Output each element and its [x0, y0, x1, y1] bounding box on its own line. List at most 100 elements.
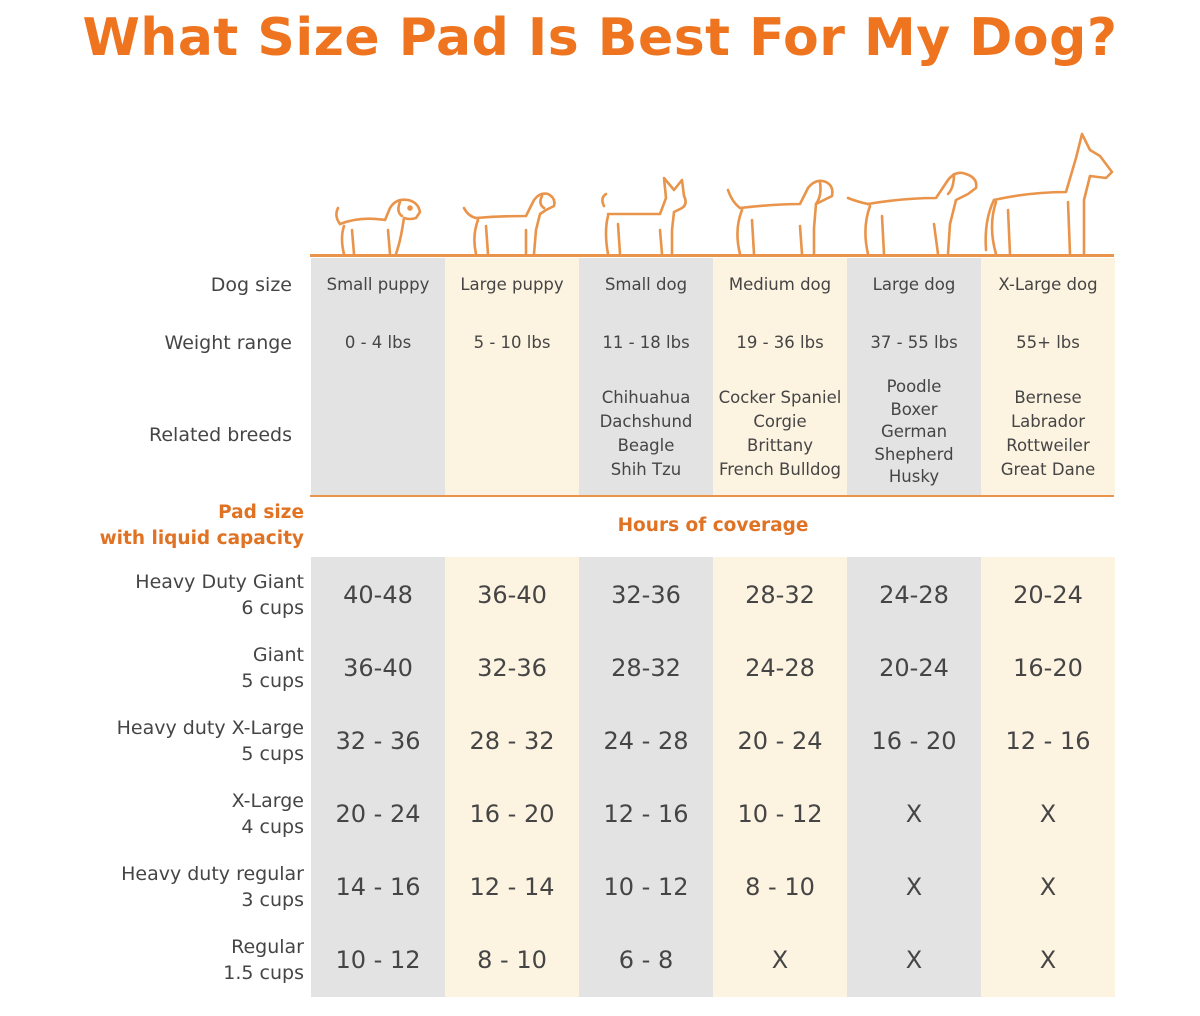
- pad-size-header-line1: Pad size: [218, 502, 304, 523]
- hours-cell: 12 - 16: [603, 800, 689, 828]
- hours-cell: 16-20: [1013, 654, 1083, 682]
- hours-cell: X: [1039, 800, 1057, 828]
- pad-label-heavy-duty-x-large: Heavy duty X-Large 5 cups: [117, 715, 304, 767]
- hours-cell: 14 - 16: [335, 873, 421, 901]
- breed: Chihuahua: [601, 388, 691, 407]
- breed: Shepherd: [874, 444, 954, 464]
- hours-cell: 36-40: [477, 581, 547, 609]
- hours-cell: X: [771, 946, 789, 974]
- breed: Corgie: [753, 412, 807, 431]
- pad-name: X-Large: [231, 790, 304, 812]
- pad-capacity: 1.5 cups: [223, 962, 304, 984]
- hours-cell: 12 - 14: [469, 873, 555, 901]
- medium-dog-icon: [726, 179, 834, 256]
- breed: Rottweiler: [1006, 436, 1090, 455]
- hours-cell: 10 - 12: [737, 800, 823, 828]
- breed: German: [880, 422, 948, 441]
- large-dog-icon: [846, 171, 978, 256]
- hours-cell: 24-28: [745, 654, 815, 682]
- dog-size: Small puppy: [326, 275, 430, 294]
- hours-of-coverage-header: Hours of coverage: [617, 515, 809, 536]
- breed: Poodle: [886, 377, 942, 396]
- hours-cell: 32-36: [611, 581, 681, 609]
- hours-cell: 28-32: [611, 654, 681, 682]
- column-small-dog-hours: [579, 557, 713, 997]
- dog-illustrations: [310, 120, 1114, 258]
- hours-cell: 20 - 24: [335, 800, 421, 828]
- hours-cell: 24 - 28: [603, 727, 689, 755]
- hours-cell: X: [905, 800, 923, 828]
- ground-line: [310, 254, 1114, 257]
- hours-cell: 8 - 10: [477, 946, 547, 974]
- row-label-dog-size: Dog size: [210, 274, 292, 296]
- pad-capacity: 6 cups: [241, 597, 304, 619]
- breed: Dachshund: [599, 412, 693, 431]
- dog-size: X-Large dog: [998, 275, 1098, 294]
- hours-cell: 40-48: [343, 581, 413, 609]
- dog-size: Large dog: [872, 275, 956, 294]
- column-small-puppy: [311, 258, 445, 495]
- hours-cell: X: [905, 946, 923, 974]
- breed: Labrador: [1010, 412, 1086, 431]
- small-dog-icon: [601, 176, 687, 256]
- pad-name: Regular: [231, 936, 304, 958]
- hours-cell: 20-24: [879, 654, 949, 682]
- column-medium-dog-hours: [713, 557, 847, 997]
- pad-capacity: 3 cups: [241, 889, 304, 911]
- pad-name: Heavy duty X-Large: [116, 717, 304, 739]
- breed: Bernese: [1014, 388, 1082, 407]
- breed: Boxer: [890, 399, 938, 419]
- hours-cell: 32-36: [477, 654, 547, 682]
- pad-capacity: 4 cups: [241, 816, 304, 838]
- hours-cell: 8 - 10: [745, 873, 815, 901]
- row-label-weight-range: Weight range: [164, 332, 292, 354]
- breed-list-x-large-dog: Bernese Labrador Rottweiler Great Dane: [981, 386, 1115, 482]
- breed: Great Dane: [1000, 460, 1096, 479]
- weight-range: 5 - 10 lbs: [473, 333, 551, 352]
- x-large-dog-icon: [984, 132, 1114, 256]
- hours-cell: 10 - 12: [335, 946, 421, 974]
- pad-name: Heavy Duty Giant: [135, 571, 304, 593]
- row-label-related-breeds: Related breeds: [149, 424, 292, 446]
- column-large-dog: [847, 258, 981, 495]
- breed: Brittany: [747, 436, 813, 455]
- breed-list-small-dog: Chihuahua Dachshund Beagle Shih Tzu: [579, 386, 713, 482]
- column-x-large-dog: [981, 258, 1115, 495]
- weight-range: 19 - 36 lbs: [736, 333, 824, 352]
- dog-size: Small dog: [604, 275, 688, 294]
- dog-size: Large puppy: [460, 275, 564, 294]
- hours-cell: 20 - 24: [737, 727, 823, 755]
- pad-size-header-line2: with liquid capacity: [99, 528, 304, 549]
- dog-size: Medium dog: [728, 275, 832, 294]
- large-puppy-icon: [462, 192, 556, 256]
- breed-list-large-dog: Poodle Boxer German Shepherd Husky: [847, 376, 981, 489]
- pad-name: Heavy duty regular: [121, 863, 304, 885]
- pad-label-heavy-duty-regular: Heavy duty regular 3 cups: [121, 861, 304, 913]
- section-divider: [310, 495, 1114, 497]
- hours-cell: 6 - 8: [618, 946, 674, 974]
- pad-label-giant: Giant 5 cups: [241, 642, 304, 694]
- column-x-large-dog-hours: [981, 557, 1115, 997]
- small-puppy-icon: [335, 198, 422, 256]
- hours-cell: 10 - 12: [603, 873, 689, 901]
- hours-cell: 16 - 20: [871, 727, 957, 755]
- hours-cell: 16 - 20: [469, 800, 555, 828]
- breed: Cocker Spaniel: [718, 388, 842, 407]
- hours-cell: 36-40: [343, 654, 413, 682]
- pad-label-heavy-duty-giant: Heavy Duty Giant 6 cups: [135, 569, 304, 621]
- pad-label-x-large: X-Large 4 cups: [232, 788, 304, 840]
- column-large-puppy: [445, 258, 579, 495]
- hours-cell: 32 - 36: [335, 727, 421, 755]
- hours-cell: X: [1039, 873, 1057, 901]
- weight-range: 55+ lbs: [1016, 333, 1080, 352]
- hours-cell: X: [1039, 946, 1057, 974]
- pad-label-regular: Regular 1.5 cups: [223, 934, 304, 986]
- hours-cell: X: [905, 873, 923, 901]
- weight-range: 0 - 4 lbs: [344, 333, 412, 352]
- pad-capacity: 5 cups: [241, 743, 304, 765]
- pad-size-header: Pad size with liquid capacity: [100, 500, 304, 552]
- breed: Shih Tzu: [610, 460, 682, 479]
- page-title: What Size Pad Is Best For My Dog?: [82, 8, 1118, 68]
- column-large-dog-hours: [847, 557, 981, 997]
- breed: French Bulldog: [718, 460, 842, 479]
